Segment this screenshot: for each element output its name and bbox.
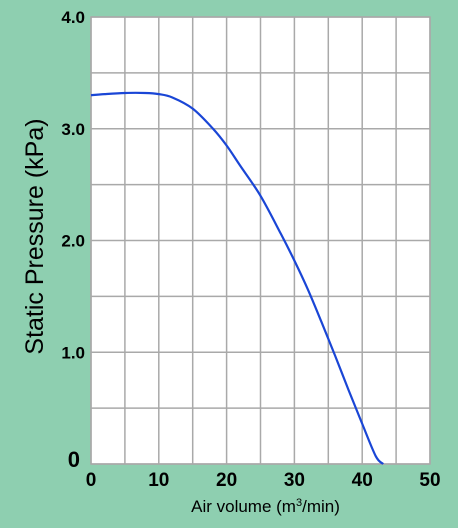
y-tick-label: 0 — [68, 447, 80, 472]
y-axis-ticks: 0 1.0 2.0 3.0 4.0 — [61, 8, 85, 472]
y-tick-label: 1.0 — [61, 343, 85, 362]
x-axis-label-tail: /min) — [302, 497, 340, 516]
y-tick-label: 3.0 — [61, 120, 85, 139]
x-axis-label-sup: 3 — [296, 497, 302, 509]
y-tick-label: 4.0 — [61, 8, 85, 27]
x-tick-label: 20 — [216, 470, 237, 491]
x-tick-label: 40 — [352, 470, 373, 491]
x-tick-label: 0 — [86, 470, 97, 491]
x-axis-ticks: 0 10 20 30 40 50 — [86, 470, 441, 491]
grid — [90, 16, 431, 465]
x-tick-label: 30 — [284, 470, 305, 491]
x-tick-label: 10 — [148, 470, 169, 491]
x-axis-label-main: Air volume (m — [191, 497, 296, 516]
y-tick-label: 2.0 — [61, 232, 85, 251]
performance-curve — [90, 91, 385, 465]
x-axis-label: Air volume (m3/min) — [191, 497, 340, 516]
y-axis-label: Static Pressure (kPa) — [21, 118, 49, 354]
x-tick-label: 50 — [419, 470, 440, 491]
